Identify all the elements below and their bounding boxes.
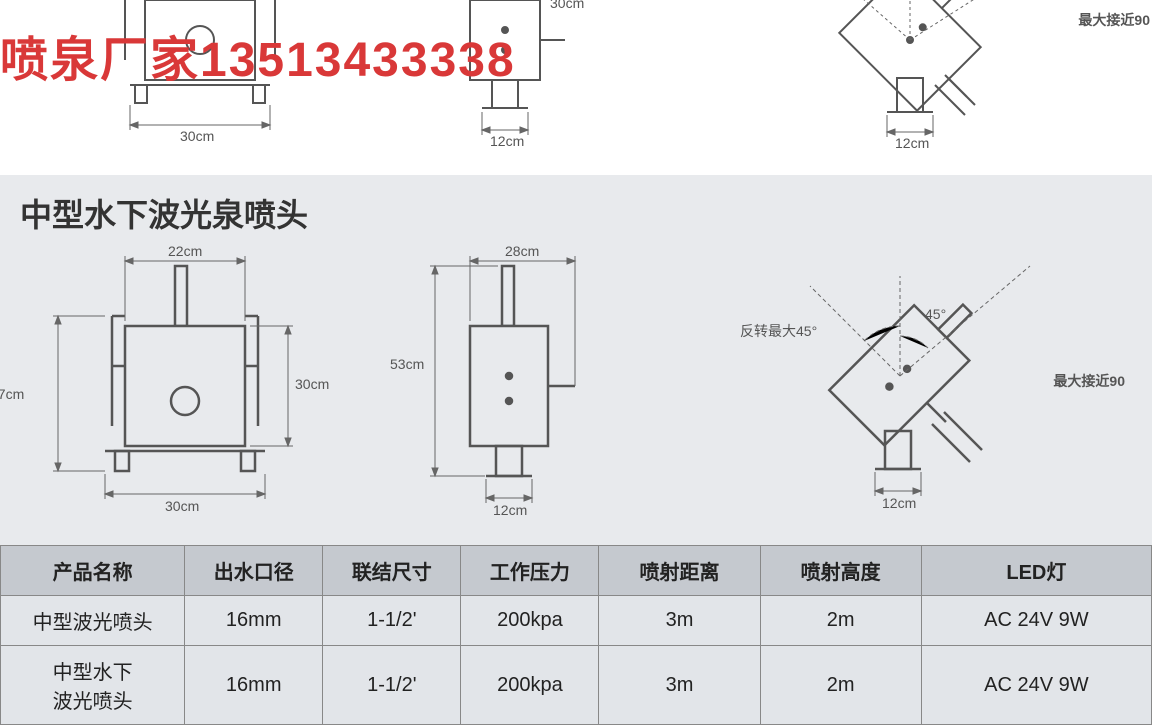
max-90-top: 最大接近90: [1078, 10, 1150, 30]
dim-30cm-top: 30cm: [550, 0, 584, 11]
cell: 200kpa: [461, 596, 599, 646]
mid-diagram-section: 中型水下波光泉喷头: [0, 175, 1152, 545]
dim-30cm-b: 30cm: [295, 376, 329, 392]
cell: 16mm: [185, 596, 323, 646]
cell: 1-1/2': [323, 596, 461, 646]
cell: 2m: [760, 646, 921, 725]
dim-12cm-a: 12cm: [493, 502, 527, 518]
spec-table: 产品名称 出水口径 联结尺寸 工作压力 喷射距离 喷射高度 LED灯 中型波光喷…: [0, 545, 1152, 725]
dim-30cm-bottom: 30cm: [180, 128, 214, 144]
table-row: 中型波光喷头 16mm 1-1/2' 200kpa 3m 2m AC 24V 9…: [1, 596, 1152, 646]
reverse-45: 反转最大45°: [740, 321, 817, 341]
mid-diagram-side: [380, 246, 640, 526]
cell: 中型波光喷头: [1, 596, 185, 646]
dim-22cm: 22cm: [168, 243, 202, 259]
dim-37cm: 37cm: [0, 386, 24, 402]
th-distance: 喷射距离: [599, 546, 760, 596]
cell: 16mm: [185, 646, 323, 725]
dim-12cm-a: 12cm: [490, 133, 524, 149]
watermark-text: 喷泉厂家13513433338: [0, 20, 516, 90]
cell: 2m: [760, 596, 921, 646]
dim-12cm-b: 12cm: [895, 135, 929, 151]
th-height: 喷射高度: [760, 546, 921, 596]
th-name: 产品名称: [1, 546, 185, 596]
th-pressure: 工作压力: [461, 546, 599, 596]
th-led: LED灯: [921, 546, 1151, 596]
dim-53cm: 53cm: [390, 356, 424, 372]
cell: 3m: [599, 646, 760, 725]
th-connect: 联结尺寸: [323, 546, 461, 596]
cell: 1-1/2': [323, 646, 461, 725]
mid-diagram-front: [20, 246, 320, 526]
cell: AC 24V 9W: [921, 596, 1151, 646]
dim-12cm-b-mid: 12cm: [882, 495, 916, 511]
dim-28cm: 28cm: [505, 243, 539, 259]
section-title: 中型水下波光泉喷头: [20, 190, 1132, 236]
cell: 3m: [599, 596, 760, 646]
table-header-row: 产品名称 出水口径 联结尺寸 工作压力 喷射距离 喷射高度 LED灯: [1, 546, 1152, 596]
cell: 中型水下 波光喷头: [1, 646, 185, 725]
th-outlet: 出水口径: [185, 546, 323, 596]
cell: 200kpa: [461, 646, 599, 725]
dim-30cm-a: 30cm: [165, 498, 199, 514]
max-90-mid: 最大接近90: [1053, 371, 1125, 391]
table-row: 中型水下 波光喷头 16mm 1-1/2' 200kpa 3m 2m AC 24…: [1, 646, 1152, 725]
angle-45: 45°: [925, 306, 946, 322]
cell: AC 24V 9W: [921, 646, 1151, 725]
